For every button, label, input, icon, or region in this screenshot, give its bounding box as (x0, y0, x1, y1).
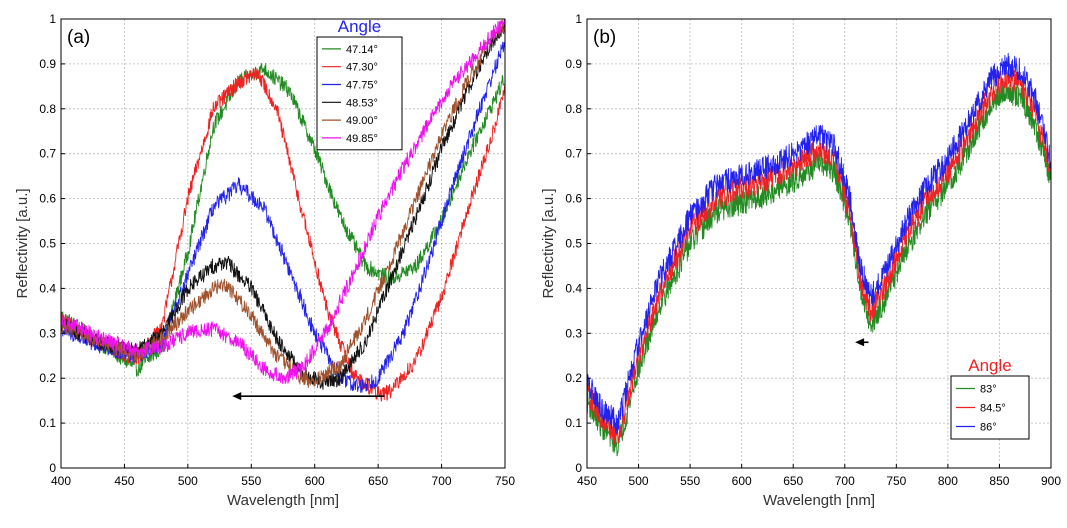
series-group (587, 52, 1051, 457)
legend-label-6: 49.85° (346, 133, 378, 145)
chart-panel-a: 400 450 500 550 600 650 700 750 0 0.1 0.2 0.3 0.4 0.5… (0, 0, 533, 523)
y-axis-label: Reflectivity [a.u.] (14, 188, 31, 298)
panel-label: (a) (67, 27, 90, 48)
x-tick-label: 500 (178, 474, 198, 488)
series-line-3 (587, 52, 1051, 434)
x-tick-label: 550 (680, 474, 700, 488)
legend-label-1: 47.14° (346, 44, 378, 56)
x-tick-label: 700 (835, 474, 855, 488)
y-tick-label: 0.8 (39, 102, 56, 116)
y-tick-label: 0.8 (565, 102, 582, 116)
y-tick-label: 0.1 (39, 416, 56, 430)
y-tick-label: 0.6 (565, 192, 582, 206)
legend-title: Angle (968, 356, 1011, 375)
x-tick-label: 650 (783, 474, 803, 488)
y-tick-label: 0.9 (39, 57, 56, 71)
x-tick-label: 750 (495, 474, 515, 488)
y-tick-label: 0.3 (39, 326, 56, 340)
chart-b-svg: 450 500 550 600 650 700 750 800 850 900 0 0.1 0.2 0.3… (540, 12, 1061, 509)
legend-label-4: 48.53° (346, 97, 378, 109)
y-axis-label: Reflectivity [a.u.] (540, 188, 557, 298)
y-tick-label: 0.3 (565, 326, 582, 340)
y-tick-label: 0 (575, 461, 582, 475)
series-group (61, 19, 505, 402)
legend-label-1: 83° (980, 384, 997, 396)
y-tick-label: 0.5 (39, 237, 56, 251)
y-tick-label: 0.2 (39, 371, 56, 385)
legend-label-2: 84.5° (980, 403, 1006, 415)
shift-arrow-head (232, 392, 242, 401)
x-axis-label: Wavelength [nm] (763, 492, 875, 509)
legend-box (316, 36, 403, 151)
x-tick-label: 400 (51, 474, 71, 488)
legend-label-3: 47.75° (346, 80, 378, 92)
y-tick-label: 0.4 (565, 281, 582, 295)
x-tick-label: 450 (577, 474, 597, 488)
x-tick-label: 700 (432, 474, 452, 488)
y-tick-label: 1 (49, 12, 56, 26)
x-tick-label: 800 (938, 474, 958, 488)
x-tick-label: 600 (305, 474, 325, 488)
y-tick-label: 1 (575, 12, 582, 26)
x-tick-label: 900 (1041, 474, 1061, 488)
x-tick-label: 750 (886, 474, 906, 488)
x-tick-label: 600 (732, 474, 752, 488)
legend-title: Angle (338, 17, 381, 36)
y-tick-label: 0 (49, 461, 56, 475)
shift-arrow-head (855, 338, 865, 347)
chart-panel-b: 450 500 550 600 650 700 750 800 850 900 0 0.1 0.2 0.3… (533, 0, 1067, 523)
series-line-6 (61, 19, 505, 385)
x-axis-label: Wavelength [nm] (227, 492, 339, 509)
y-tick-label: 0.1 (565, 416, 582, 430)
x-tick-label: 550 (241, 474, 261, 488)
series-line-2 (587, 68, 1051, 445)
y-tick-label: 0.7 (565, 147, 582, 161)
y-tick-label: 0.2 (565, 371, 582, 385)
legend-label-3: 86° (980, 422, 997, 434)
x-tick-label: 650 (368, 474, 388, 488)
y-tick-label: 0.6 (39, 192, 56, 206)
legend-label-2: 47.30° (346, 62, 378, 74)
chart-a-svg: 400 450 500 550 600 650 700 750 0 0.1 0.2 0.3 0.4 0.5… (14, 12, 515, 509)
panel-label: (b) (593, 27, 616, 48)
x-tick-label: 450 (114, 474, 134, 488)
legend-label-5: 49.00° (346, 115, 378, 127)
y-tick-label: 0.5 (565, 237, 582, 251)
y-tick-label: 0.7 (39, 147, 56, 161)
x-tick-label: 850 (989, 474, 1009, 488)
x-tick-label: 500 (629, 474, 649, 488)
y-tick-label: 0.9 (565, 57, 582, 71)
y-tick-label: 0.4 (39, 281, 56, 295)
